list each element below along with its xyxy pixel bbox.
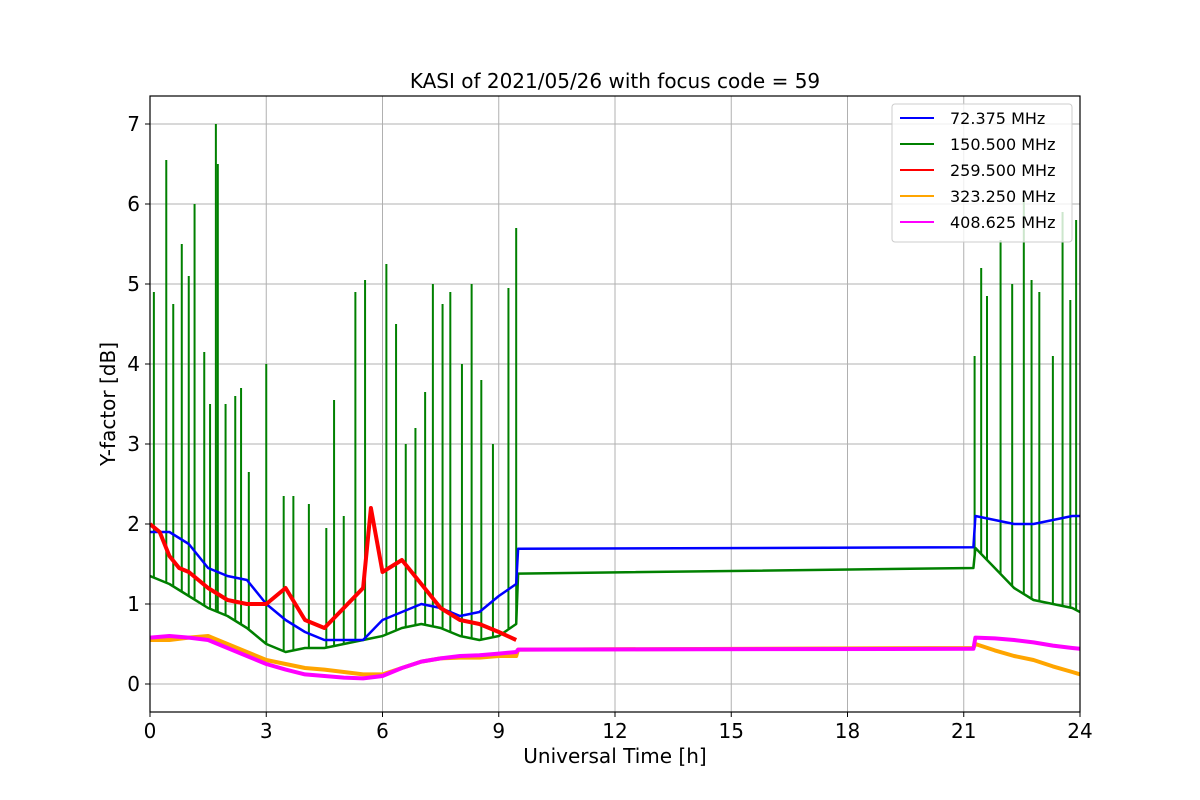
x-tick-label: 9	[492, 719, 505, 743]
x-tick-label: 15	[719, 719, 744, 743]
y-tick-label: 3	[127, 432, 140, 456]
legend-label: 150.500 MHz	[950, 135, 1055, 154]
y-tick-label: 1	[127, 592, 140, 616]
y-tick-label: 4	[127, 352, 140, 376]
series-layer	[150, 124, 1080, 681]
y-axis-label: Y-factor [dB]	[96, 342, 120, 467]
x-tick-label: 18	[835, 719, 860, 743]
x-tick-label: 12	[602, 719, 627, 743]
legend-label: 323.250 MHz	[950, 187, 1055, 206]
series-line-0	[150, 514, 1080, 642]
legend-label: 408.625 MHz	[950, 213, 1055, 232]
x-tick-label: 6	[376, 719, 389, 743]
series-lines	[150, 124, 1080, 681]
x-tick-label: 3	[260, 719, 273, 743]
legend-label: 259.500 MHz	[950, 161, 1055, 180]
series-line-4	[150, 634, 1080, 681]
x-tick-label: 0	[144, 719, 157, 743]
x-axis: 0 3 6 9 12 15 18 21 24	[144, 712, 1093, 743]
legend-label: 72.375 MHz	[950, 109, 1045, 128]
chart-title: KASI of 2021/05/26 with focus code = 59	[410, 69, 820, 93]
x-axis-label: Universal Time [h]	[523, 744, 706, 768]
y-tick-label: 6	[127, 192, 140, 216]
y-tick-label: 2	[127, 512, 140, 536]
series-line-2	[150, 506, 518, 642]
y-tick-label: 7	[127, 112, 140, 136]
x-tick-label: 21	[951, 719, 976, 743]
x-tick-label: 24	[1067, 719, 1092, 743]
y-tick-label: 0	[127, 672, 140, 696]
legend-box	[891, 103, 1073, 243]
legend: 72.375 MHz 150.500 MHz 259.500 MHz 323.250 …	[891, 103, 1073, 243]
y-axis: 0 1 2 3 4 5 6 7	[127, 112, 150, 696]
y-tick-label: 5	[127, 272, 140, 296]
